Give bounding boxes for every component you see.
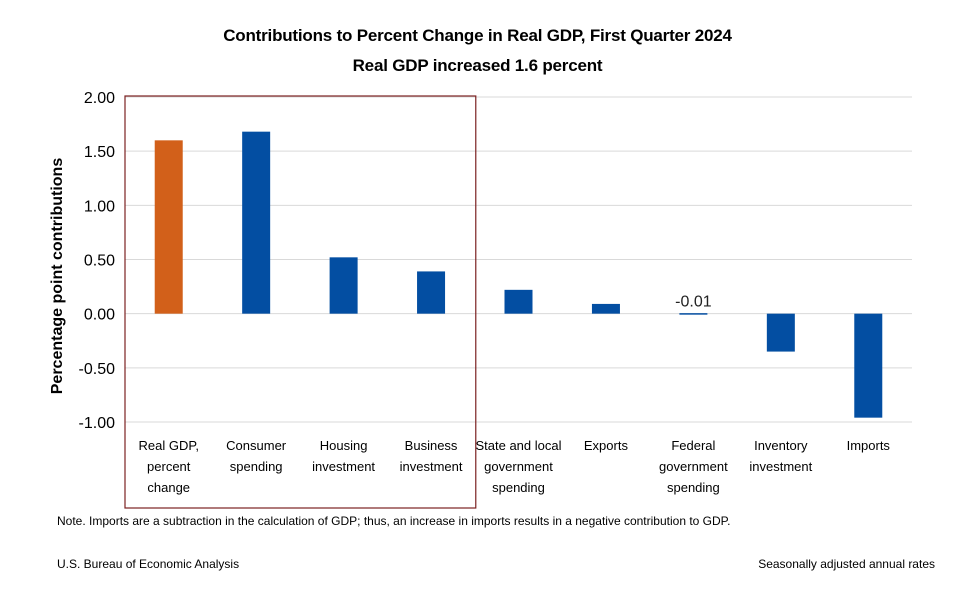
bar <box>417 271 446 314</box>
x-category-label-line: Consumer <box>226 438 287 453</box>
x-category-label-line: Exports <box>584 438 629 453</box>
x-category-label: State and local government spending <box>475 438 561 495</box>
bar <box>679 313 708 315</box>
rates-note: Seasonally adjusted annual rates <box>758 557 935 571</box>
x-category-label: Exports <box>584 438 629 453</box>
footnote: Note. Imports are a subtraction in the c… <box>57 514 731 528</box>
x-category-label-line: change <box>147 480 190 495</box>
x-category-label: Inventory investment <box>749 438 812 474</box>
x-category-label: Housing investment <box>312 438 375 474</box>
x-category-label-line: Business <box>405 438 458 453</box>
x-axis-labels: Real GDP, percent change Consumer spending Ho… <box>138 438 890 495</box>
y-axis-ticks: 2.00 1.50 1.00 0.50 0.00 -0.50 -1.00 <box>79 90 116 432</box>
x-category-label-line: investment <box>749 459 812 474</box>
x-category-label-line: investment <box>400 459 463 474</box>
highlight-box-layer <box>124 95 477 509</box>
x-category-label-line: government <box>484 459 553 474</box>
y-tick-label: 0.50 <box>84 253 115 270</box>
bar <box>504 289 533 314</box>
x-category-label: Imports <box>847 438 891 453</box>
y-tick-label: 2.00 <box>84 90 115 107</box>
x-category-label-line: investment <box>312 459 375 474</box>
chart-title: Contributions to Percent Change in Real … <box>223 26 732 45</box>
x-category-label: Real GDP, percent change <box>138 438 198 495</box>
bar <box>854 313 883 418</box>
x-category-label-line: Housing <box>320 438 368 453</box>
y-tick-label: 1.50 <box>84 144 115 161</box>
x-category-label-line: Inventory <box>754 438 808 453</box>
x-category-label-line: Real GDP, <box>138 438 198 453</box>
x-category-label-line: Imports <box>847 438 891 453</box>
bar <box>154 140 183 314</box>
x-category-label-line: Federal <box>671 438 715 453</box>
x-category-label-line: spending <box>230 459 283 474</box>
x-category-label-line: percent <box>147 459 191 474</box>
x-category-label-line: spending <box>667 480 720 495</box>
x-category-label-line: government <box>659 459 728 474</box>
x-category-label-line: State and local <box>475 438 561 453</box>
data-labels: -0.01 <box>675 294 712 311</box>
y-axis-title: Percentage point contributions <box>49 157 66 395</box>
x-category-label: Business investment <box>400 438 463 474</box>
bar <box>242 131 271 314</box>
x-category-label: Federal government spending <box>659 438 728 495</box>
data-label: -0.01 <box>675 294 712 311</box>
y-tick-label: 0.00 <box>84 307 115 324</box>
y-tick-label: 1.00 <box>84 198 115 215</box>
y-tick-label: -1.00 <box>79 415 116 432</box>
bar <box>766 313 795 352</box>
bar <box>329 257 358 314</box>
y-tick-label: -0.50 <box>79 361 116 378</box>
x-category-label: Consumer spending <box>226 438 287 474</box>
highlight-box <box>124 95 477 509</box>
bar <box>591 303 620 314</box>
bars <box>154 131 883 418</box>
source-credit: U.S. Bureau of Economic Analysis <box>57 557 240 571</box>
chart-subtitle: Real GDP increased 1.6 percent <box>352 56 603 75</box>
x-category-label-line: spending <box>492 480 545 495</box>
